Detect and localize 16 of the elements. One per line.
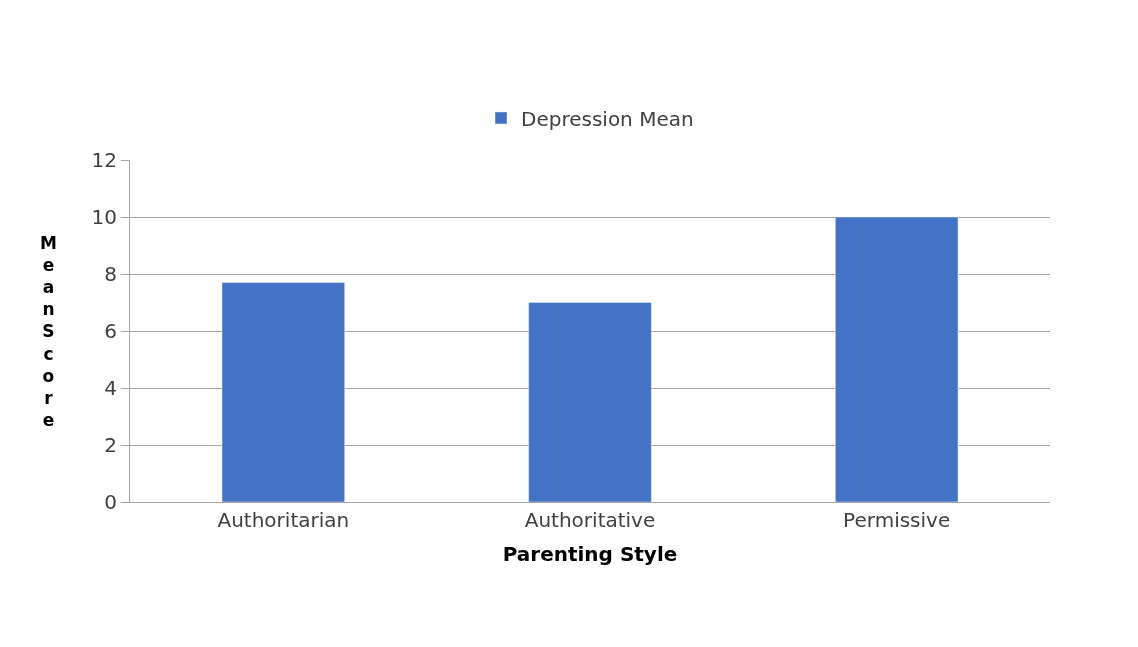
y-tick-label: 10 [91, 205, 117, 229]
x-tick-label: Authoritarian [217, 508, 350, 532]
text: Mean Score [40, 233, 57, 430]
x-axis-title: Parenting Style [502, 541, 678, 566]
y-tick-label: 12 [91, 148, 117, 172]
y-tick-label: 0 [104, 490, 117, 514]
y-tick-label: 6 [104, 319, 117, 343]
bar [528, 302, 652, 502]
x-tick-label: Authoritative [524, 508, 656, 532]
y-tick-label: 4 [104, 376, 117, 400]
legend-label: Depression Mean [521, 106, 694, 131]
bar [221, 282, 345, 502]
bar [835, 216, 959, 502]
y-tick-label: 8 [104, 262, 117, 286]
x-tick-label: Permissive [843, 508, 951, 532]
y-tick-label: 2 [104, 433, 117, 457]
